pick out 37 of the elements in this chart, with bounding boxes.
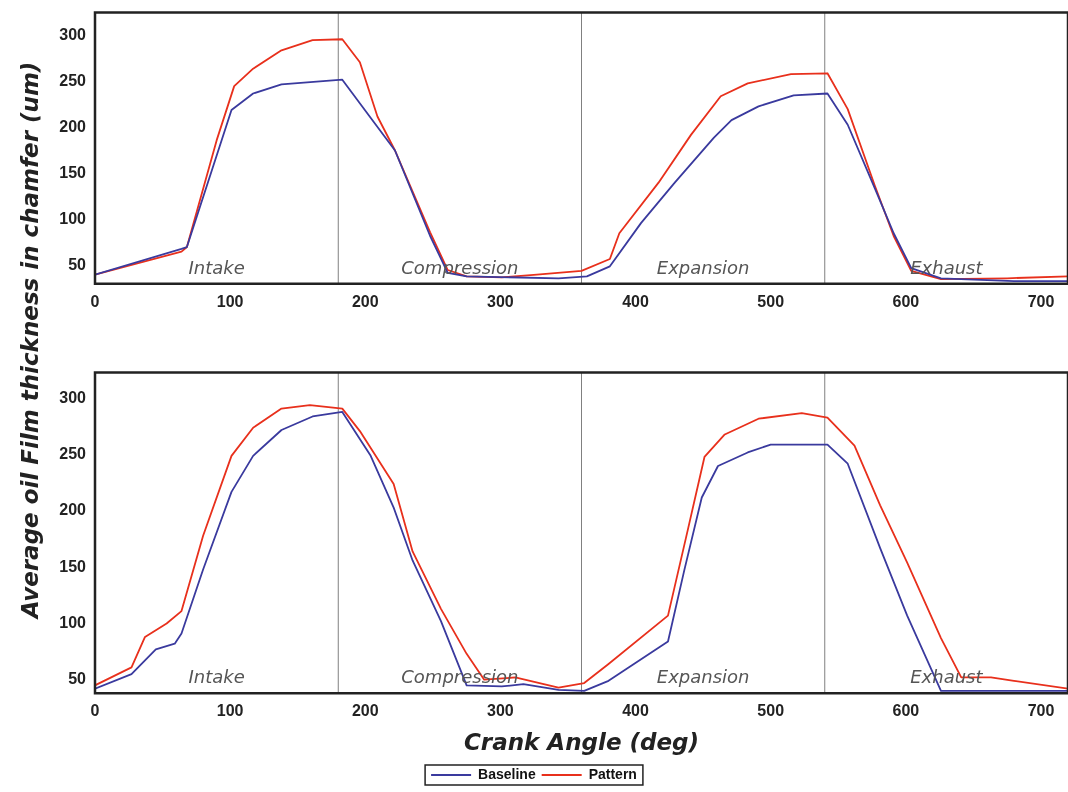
legend-label: Baseline [478,765,536,782]
y-tick-label: 300 [59,25,87,43]
y-tick-label: 100 [59,613,87,631]
y-tick-label: 200 [59,501,87,519]
x-tick-label: 300 [487,702,514,720]
y-axis-title: Average oil Film thickness in chamfer (um) [17,61,43,619]
x-axis-title: Crank Angle (deg) [463,729,700,756]
x-tick-label: 700 [1027,292,1055,310]
x-tick-label: 200 [351,292,379,310]
x-tick-label: 300 [487,292,514,310]
annotation: Exhaust [910,256,984,278]
y-tick-label: 200 [59,117,87,135]
x-tick-label: 400 [622,702,649,720]
x-tick-label: 400 [622,292,649,310]
y-tick-label: 250 [59,445,87,463]
y-tick-label: 50 [68,670,87,688]
y-tick-label: 250 [59,71,87,89]
x-tick-label: 500 [757,292,785,310]
y-tick-label: 100 [59,209,87,227]
x-tick-label: 100 [216,702,244,720]
y-tick-label: 50 [68,255,87,273]
x-tick-label: 0 [90,702,100,720]
x-tick-label: 700 [1027,702,1055,720]
x-tick-label: 600 [892,702,920,720]
y-tick-label: 150 [59,557,87,575]
x-tick-label: 0 [90,292,100,310]
y-tick-label: 300 [59,388,87,406]
legend-label: Pattern [588,765,637,782]
x-tick-label: 600 [892,292,920,310]
x-tick-label: 500 [757,702,785,720]
y-tick-label: 150 [59,163,87,181]
x-tick-label: 200 [351,702,379,720]
annotation: Intake [188,666,245,688]
annotation: Intake [188,256,245,278]
annotation: Expansion [656,256,750,278]
x-tick-label: 100 [216,292,244,310]
annotation: Expansion [656,666,750,688]
